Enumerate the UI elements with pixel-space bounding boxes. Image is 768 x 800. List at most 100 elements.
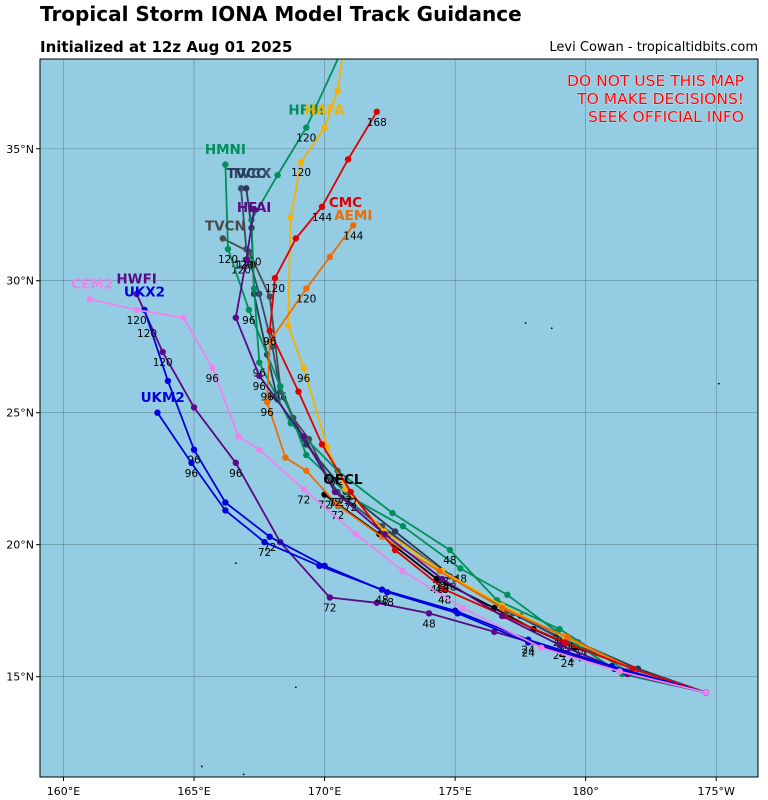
track-point (441, 586, 448, 593)
track-point (326, 253, 334, 261)
track-point (232, 459, 240, 467)
track-point (498, 612, 506, 620)
track-point (243, 256, 250, 263)
forecast-hour-label: 120 (296, 294, 316, 306)
track-point (261, 538, 268, 546)
map-frame (39, 58, 759, 778)
track-point (436, 567, 443, 575)
forecast-hour-label: 24 (522, 645, 536, 657)
track-point (300, 433, 307, 440)
track-point (303, 124, 310, 131)
track-point (245, 306, 253, 313)
forecast-hour-label: 48 (438, 595, 451, 607)
track-point (209, 364, 216, 372)
island-dot (234, 562, 237, 565)
credit-text: Levi Cowan - tropicaltidbits.com (549, 40, 758, 55)
model-label-ukm2: UKM2 (141, 390, 185, 406)
track-point (425, 610, 433, 617)
model-label-hwfi: HWFI (116, 271, 156, 287)
forecast-hour-label: 96 (206, 373, 220, 385)
track-point (266, 293, 273, 300)
track-point (381, 530, 388, 538)
forecast-hour-label: 48 (375, 595, 388, 607)
track-point (561, 639, 568, 646)
forecast-hour-label: 24 (561, 658, 575, 670)
track-point (300, 364, 307, 372)
lon-tick-label: 160°E (47, 785, 80, 798)
track-point (180, 314, 187, 321)
track-point (399, 567, 407, 575)
island-dot (550, 327, 553, 330)
model-label-tvcx: TVCX (231, 166, 272, 182)
island-dot (242, 773, 245, 776)
track-point (243, 185, 250, 192)
forecast-hour-label: 120 (296, 133, 316, 145)
forecast-hour-label: 120 (137, 328, 157, 340)
forecast-hour-label: 144 (312, 212, 332, 224)
track-point (389, 509, 396, 517)
track-line (250, 59, 707, 694)
track-point (190, 446, 198, 453)
track-point (564, 633, 571, 641)
lon-tick-label: 175°E (438, 785, 471, 798)
model-label-hafa: HAFA (305, 102, 345, 118)
track-point (331, 488, 339, 496)
warning-line: SEEK OFFICIAL INFO (588, 108, 744, 126)
track-point (232, 314, 240, 321)
lat-tick-label: 15°N (6, 671, 34, 684)
track-cmc: 24 48 72 96 120 144 168 (263, 108, 709, 696)
model-label-hfai: HFAI (237, 200, 271, 216)
track-point (399, 523, 407, 530)
lat-tick-label: 30°N (6, 275, 34, 288)
forecast-hour-label: 72 (263, 542, 276, 554)
track-point (504, 591, 511, 599)
track-point (352, 530, 360, 538)
track-point (629, 665, 636, 672)
track-point (373, 108, 381, 115)
track-point (391, 528, 399, 535)
island-dots (200, 322, 720, 776)
track-point (250, 206, 258, 213)
model-label-tvcn: TVCN (205, 219, 246, 235)
track-point (556, 625, 563, 633)
island-dot (717, 382, 720, 385)
track-point (287, 214, 294, 221)
track-point (190, 404, 198, 411)
init-time: Initialized at 12z Aug 01 2025 (40, 38, 293, 56)
lon-tick-label: 170°E (308, 785, 341, 798)
track-line (234, 209, 707, 694)
forecast-hour-label: 96 (253, 381, 267, 393)
model-label-hfbi: HFBI (288, 102, 324, 118)
track-point (702, 689, 709, 696)
track-point (438, 575, 446, 583)
lat-tick-label: 25°N (6, 407, 34, 420)
forecast-hour-label: 48 (438, 595, 451, 607)
track-point (256, 290, 263, 298)
forecast-hour-label: 120 (127, 315, 147, 327)
forecast-hour-label: 72 (258, 547, 271, 559)
track-point (337, 51, 343, 57)
track-point (133, 290, 140, 298)
forecast-hour-label: 72 (331, 510, 344, 522)
track-point (491, 628, 498, 636)
track-ukm2: 24 48 72 96 (154, 409, 709, 696)
forecast-hour-label: 72 (344, 497, 357, 509)
forecast-hour-label: 96 (229, 468, 243, 480)
track-point (303, 285, 310, 292)
lon-tick-label: 165°E (177, 785, 210, 798)
forecast-hour-label: 48 (422, 618, 435, 630)
forecast-hour-label: 48 (443, 555, 456, 567)
track-point (282, 454, 289, 461)
forecast-hour-label: 96 (185, 468, 199, 480)
lat-tick-label: 35°N (6, 143, 34, 156)
track-point (334, 501, 341, 509)
track-point (340, 51, 346, 57)
track-point (222, 507, 229, 514)
model-label-tvcc: TVCC (227, 166, 267, 182)
model-label-cmc: CMC (329, 195, 362, 211)
track-point (269, 343, 276, 350)
forecast-hour-label: 72 (323, 603, 336, 615)
track-point (498, 604, 506, 612)
